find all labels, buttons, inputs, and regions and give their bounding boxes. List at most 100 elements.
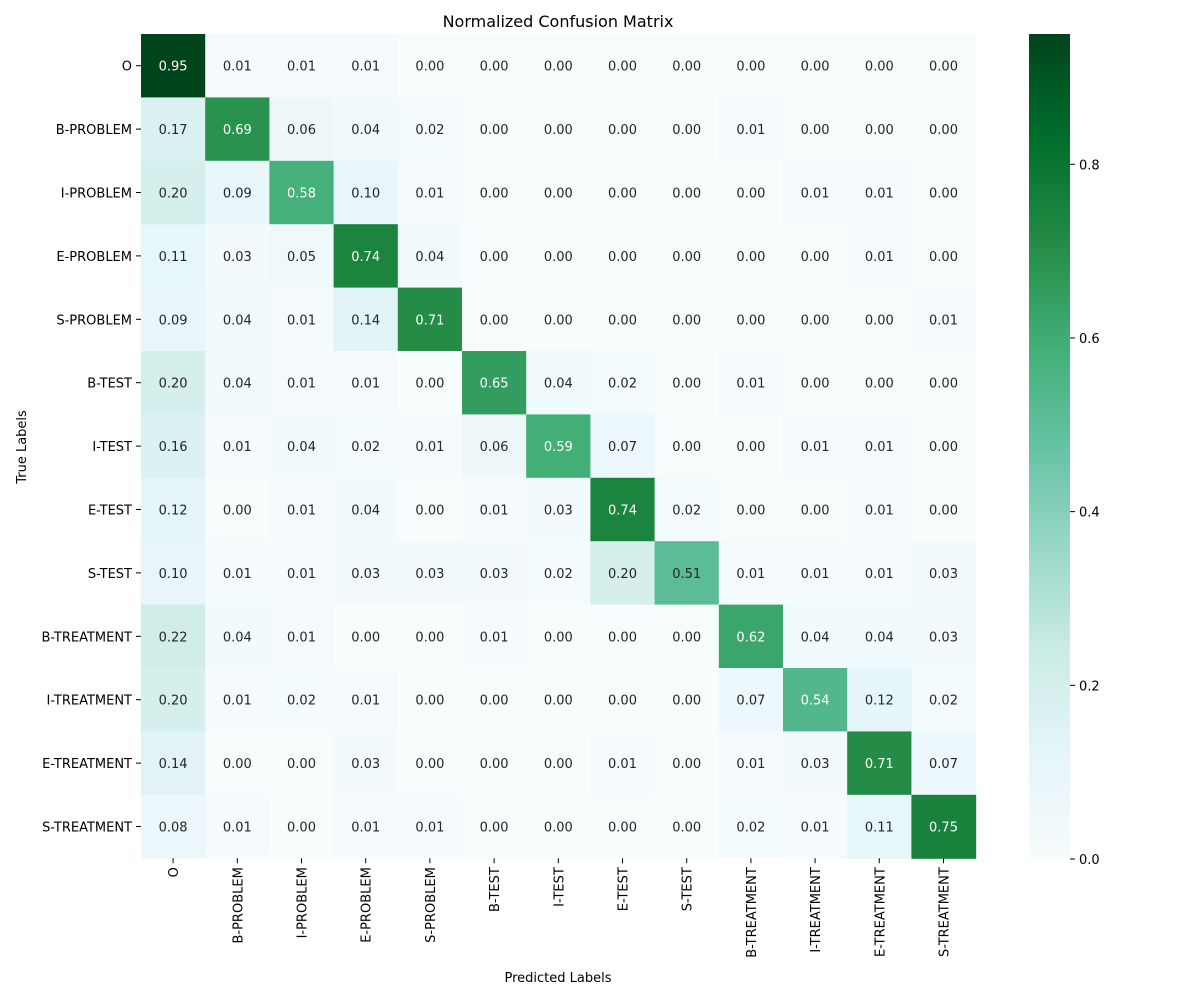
heatmap-cell: [333, 794, 399, 859]
cell-value-label: 0.02: [415, 123, 444, 138]
heatmap-cell: [654, 477, 720, 542]
heatmap-cell: [333, 97, 399, 162]
heatmap-cell: [911, 668, 977, 732]
heatmap-cell: [526, 287, 591, 352]
heatmap-cell: [462, 160, 527, 225]
heatmap-cell: [718, 160, 784, 225]
heatmap-cell: [590, 414, 656, 479]
cell-value-label: 0.01: [865, 187, 894, 202]
heatmap-cell: [526, 34, 591, 98]
heatmap-cell: [333, 224, 399, 289]
heatmap-cell: [718, 541, 784, 606]
y-tick-label: E-PROBLEM: [56, 250, 132, 265]
heatmap-cell: [654, 414, 720, 479]
cell-value-label: 0.02: [351, 440, 380, 455]
cell-value-label: 0.00: [736, 187, 765, 202]
cell-value-label: 0.07: [608, 440, 637, 455]
heatmap-cell: [205, 541, 270, 606]
cell-value-label: 0.01: [865, 250, 894, 265]
cell-value-label: 0.01: [223, 694, 252, 709]
cell-value-label: 0.00: [672, 313, 701, 328]
heatmap-cell: [526, 160, 591, 225]
heatmap-cell: [590, 351, 656, 415]
cell-value-label: 0.12: [159, 504, 188, 519]
x-tick-label: B-PROBLEM: [231, 867, 246, 943]
heatmap-cell: [333, 541, 399, 606]
cell-value-label: 0.75: [929, 821, 958, 836]
cell-value-label: 0.04: [223, 313, 252, 328]
cell-value-label: 0.00: [801, 313, 830, 328]
cell-value-label: 0.01: [736, 567, 765, 582]
heatmap-cell: [205, 477, 270, 542]
cell-value-label: 0.11: [865, 821, 894, 836]
cell-value-label: 0.00: [865, 60, 894, 75]
heatmap-cell: [333, 287, 399, 352]
cell-value-label: 0.04: [351, 504, 380, 519]
y-tick-label: I-TEST: [92, 440, 132, 455]
cell-value-label: 0.11: [159, 250, 188, 265]
cell-value-label: 0.58: [287, 187, 316, 202]
cell-value-label: 0.01: [865, 440, 894, 455]
heatmap-cell: [141, 794, 206, 859]
heatmap-cell: [397, 160, 463, 225]
cell-value-label: 0.00: [608, 630, 637, 645]
cell-value-label: 0.04: [351, 123, 380, 138]
heatmap-cell: [397, 97, 463, 162]
heatmap-cell: [397, 477, 463, 542]
x-tick-label: S-TREATMENT: [938, 867, 953, 957]
heatmap-cell: [205, 351, 270, 415]
cell-value-label: 0.01: [736, 757, 765, 772]
heatmap-cell: [847, 731, 912, 796]
heatmap-cell: [911, 604, 977, 669]
heatmap-cell: [397, 668, 463, 732]
cell-value-label: 0.03: [544, 504, 573, 519]
cell-value-label: 0.00: [865, 313, 894, 328]
heatmap-cell: [397, 604, 463, 669]
heatmap-cell: [783, 224, 848, 289]
x-tick-label: B-TREATMENT: [745, 867, 760, 958]
cell-value-label: 0.10: [159, 567, 188, 582]
cell-value-label: 0.00: [736, 504, 765, 519]
cell-value-label: 0.00: [544, 821, 573, 836]
y-tick-label: S-TEST: [88, 567, 132, 582]
heatmap-cell: [269, 351, 335, 415]
heatmap-cell: [783, 160, 848, 225]
cell-value-label: 0.04: [223, 377, 252, 392]
heatmap-cell: [718, 668, 784, 732]
cell-value-label: 0.01: [736, 377, 765, 392]
x-tick-label: E-PROBLEM: [360, 867, 375, 943]
cell-value-label: 0.00: [480, 313, 509, 328]
cell-value-label: 0.01: [801, 567, 830, 582]
cell-value-label: 0.00: [865, 377, 894, 392]
cell-value-label: 0.01: [801, 821, 830, 836]
cell-value-label: 0.00: [672, 694, 701, 709]
x-tick-label: E-TEST: [617, 867, 632, 911]
cell-value-label: 0.07: [929, 757, 958, 772]
cell-value-label: 0.01: [929, 313, 958, 328]
heatmap-cell: [783, 794, 848, 859]
cell-value-label: 0.00: [929, 250, 958, 265]
cell-value-label: 0.08: [159, 821, 188, 836]
cell-value-label: 0.00: [608, 60, 637, 75]
cell-value-label: 0.00: [672, 630, 701, 645]
cell-value-label: 0.00: [929, 440, 958, 455]
heatmap-cell: [783, 604, 848, 669]
heatmap-cell: [654, 604, 720, 669]
heatmap-cell: [783, 34, 848, 98]
cell-value-label: 0.01: [351, 694, 380, 709]
heatmap-cell: [654, 224, 720, 289]
heatmap-cell: [269, 97, 335, 162]
cell-value-label: 0.74: [351, 250, 380, 265]
heatmap-cell: [205, 668, 270, 732]
heatmap-cell: [911, 160, 977, 225]
heatmap-cell: [847, 604, 912, 669]
cell-value-label: 0.00: [544, 187, 573, 202]
heatmap-cell: [205, 414, 270, 479]
heatmap-cell: [333, 477, 399, 542]
heatmap-cell: [462, 351, 527, 415]
heatmap-cell: [205, 224, 270, 289]
cell-value-label: 0.20: [159, 377, 188, 392]
heatmap-cell: [590, 34, 656, 98]
heatmap-cell: [269, 34, 335, 98]
cell-value-label: 0.00: [672, 123, 701, 138]
